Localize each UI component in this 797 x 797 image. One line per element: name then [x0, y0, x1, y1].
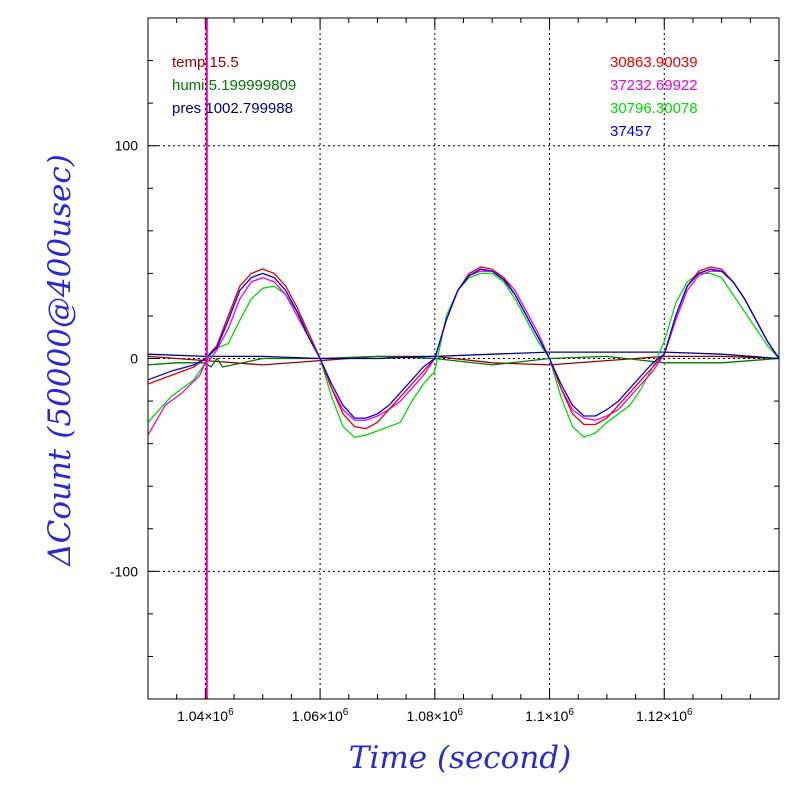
plot-area	[147, 18, 780, 699]
series-line-5	[147, 266, 780, 430]
grid-lines	[148, 18, 779, 699]
y-tick-label-2: -100	[110, 563, 138, 579]
y-tick-label-1: 0	[130, 351, 138, 367]
series-legend: 30863.90039 37232.69922 30796.30078 37457	[610, 54, 698, 140]
x-tick-label-2: 1.08×106	[407, 707, 464, 724]
y-tick-labels: 100 0 -100	[110, 138, 138, 580]
series-line-0	[147, 355, 780, 366]
env-legend-item-1: humi 5.199999809	[172, 77, 296, 94]
x-axis-title: Time (second)	[349, 740, 571, 776]
series-line-6	[147, 268, 780, 419]
x-tick-labels: 1.04×106 1.06×106 1.08×106 1.1×106 1.12×106	[177, 707, 693, 724]
x-tick-label-4: 1.12×106	[636, 707, 693, 724]
env-legend-item-2: pres 1002.799988	[172, 100, 293, 117]
y-tick-label-0: 100	[115, 138, 139, 154]
series-legend-item-1: 37232.69922	[610, 77, 698, 94]
series-line-3	[147, 272, 780, 438]
x-tick-label-3: 1.1×106	[525, 707, 574, 724]
x-tick-label-1: 1.06×106	[292, 707, 349, 724]
series-line-1	[147, 355, 780, 368]
x-tick-label-0: 1.04×106	[177, 707, 234, 724]
series-legend-item-3: 37457	[610, 123, 652, 140]
env-legend-item-0: temp 15.5	[172, 54, 239, 71]
series-legend-item-2: 30796.30078	[610, 100, 698, 117]
plot-frame	[147, 17, 780, 700]
series-legend-item-0: 30863.90039	[610, 54, 698, 71]
env-legend: temp 15.5 humi 5.199999809 pres 1002.79998…	[172, 54, 296, 117]
y-axis-title: ΔCount (50000@400usec)	[42, 154, 78, 567]
series-line-2	[147, 351, 780, 360]
